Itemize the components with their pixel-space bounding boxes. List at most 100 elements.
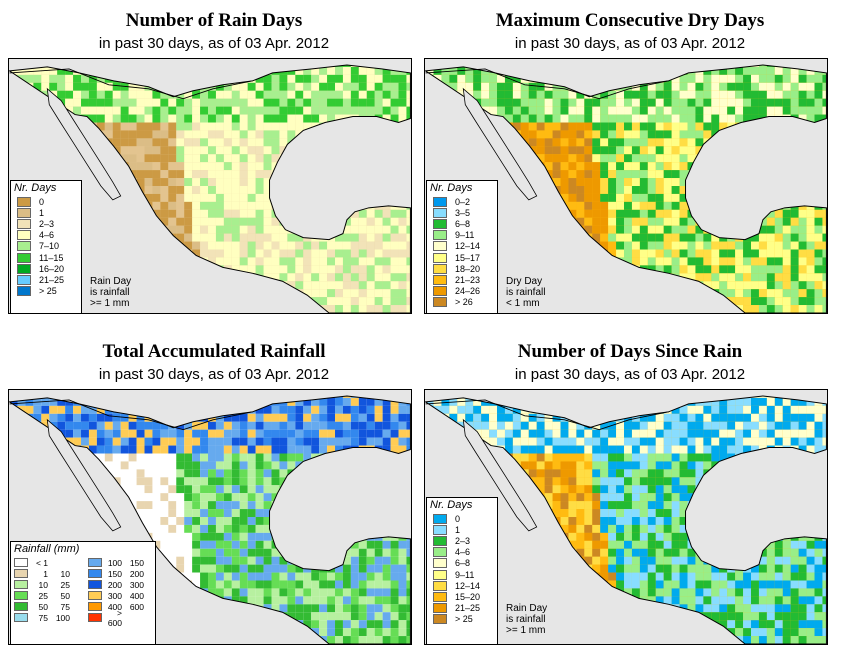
legend-item: > 26 <box>427 297 497 308</box>
legend-item: 3–5 <box>427 207 497 218</box>
legend-swatch <box>433 252 447 263</box>
legend-label: 12–14 <box>455 241 481 252</box>
gulf-of-california <box>462 418 538 532</box>
gulf-of-california <box>462 87 538 201</box>
legend-swatch <box>433 580 447 591</box>
legend-label: 7–10 <box>39 241 60 252</box>
legend-swatch <box>88 580 102 589</box>
legend-low: 150 <box>107 568 122 579</box>
legend-item: 150 200 <box>85 568 155 579</box>
legend-item: 75 100 <box>11 612 81 623</box>
legend-swatch <box>433 513 447 524</box>
legend-high: 600 <box>129 601 144 612</box>
legend-swatch <box>14 569 28 578</box>
legend-item: 12–14 <box>427 580 497 591</box>
legend-item: 25 50 <box>11 590 81 601</box>
legend-item: 15–20 <box>427 591 497 602</box>
legend-low: 50 <box>38 601 48 612</box>
legend-high: 10 <box>60 568 70 579</box>
legend-item: 11–15 <box>11 252 81 263</box>
legend-item: 6–8 <box>427 218 497 229</box>
legend-swatch <box>88 558 102 567</box>
legend-item: 24–26 <box>427 286 497 297</box>
coastline <box>425 395 827 644</box>
panel-title: Number of Days Since Rain <box>517 341 743 362</box>
legend-low: 1 <box>43 568 48 579</box>
coastline <box>9 64 411 313</box>
legend-item: 12–14 <box>427 241 497 252</box>
legend-swatch <box>14 558 28 567</box>
note-line: < 1 mm <box>506 298 540 309</box>
legend-label: 16–20 <box>39 263 65 274</box>
legend-label: 2–3 <box>455 535 471 546</box>
legend-label: 2–3 <box>39 218 55 229</box>
panel-rain-days: Number of Rain Days in past 30 days, as … <box>8 0 420 322</box>
legend-days-since: Nr. Days 0 1 2–3 4–6 6–8 9–11 12–14 15–20 21–25 >… <box>426 497 498 645</box>
legend-item: > 25 <box>11 286 81 297</box>
legend-item: 21–25 <box>427 603 497 614</box>
note-line: is rainfall <box>90 287 130 298</box>
legend-item: > 25 <box>427 614 497 625</box>
legend-item: 10 25 <box>11 579 81 590</box>
us-mexico-border <box>425 399 669 431</box>
legend-swatch <box>88 602 102 611</box>
legend-swatch <box>433 524 447 535</box>
legend-label: 4–6 <box>455 547 471 558</box>
legend-title: Nr. Days <box>430 499 473 511</box>
legend-label: 3–5 <box>455 207 471 218</box>
legend-swatch <box>433 603 447 614</box>
legend-swatch <box>433 297 447 308</box>
legend-swatch <box>433 558 447 569</box>
legend-high: 25 <box>60 579 70 590</box>
legend-item: 400 600 <box>85 601 155 612</box>
legend-item: 21–23 <box>427 274 497 285</box>
legend-low: 400 <box>107 601 122 612</box>
legend-item: 2–3 <box>11 218 81 229</box>
panel-title: Total Accumulated Rainfall <box>102 341 326 362</box>
legend-swatch <box>433 263 447 274</box>
legend-item: 100 150 <box>85 557 155 568</box>
legend-item: 18–20 <box>427 263 497 274</box>
legend-label: 9–11 <box>455 569 475 580</box>
legend-label: 6–8 <box>455 558 471 569</box>
legend-item: < 1 <box>11 557 81 568</box>
legend-swatch <box>17 207 31 218</box>
legend-high: 200 <box>129 568 144 579</box>
legend-label: 4–6 <box>39 230 55 241</box>
legend-swatch <box>17 218 31 229</box>
note-line: >= 1 mm <box>506 625 546 636</box>
legend-low: < 1 <box>35 557 48 568</box>
legend-item: > 600 <box>85 608 155 628</box>
legend-label: 21–25 <box>39 274 65 285</box>
legend-item: 1 10 <box>11 568 81 579</box>
legend-swatch <box>433 196 447 207</box>
legend-swatch <box>14 613 28 622</box>
legend-label: > 25 <box>455 614 473 625</box>
legend-item: 9–11 <box>427 569 497 580</box>
legend-label: 12–14 <box>455 580 481 591</box>
legend-label: 0 <box>455 513 461 524</box>
legend-low: 200 <box>107 579 122 590</box>
legend-item: 2–3 <box>427 535 497 546</box>
us-mexico-border <box>425 68 669 100</box>
legend-item: 21–25 <box>11 274 81 285</box>
note-line: Dry Day <box>506 276 543 287</box>
legend-item: 6–8 <box>427 558 497 569</box>
note-line: >= 1 mm <box>90 298 130 309</box>
legend-title: Nr. Days <box>14 182 57 194</box>
panel-title: Number of Rain Days <box>125 10 303 31</box>
legend-item: 1 <box>427 524 497 535</box>
legend-rainfall: Rainfall (mm) < 1 100 150 1 10 150 200 10 25 200 3… <box>10 541 156 645</box>
legend-swatch <box>433 614 447 625</box>
legend-swatch <box>433 569 447 580</box>
rain-day-note: Rain Day is rainfall >= 1 mm <box>506 603 547 636</box>
legend-item: 1 <box>11 207 81 218</box>
us-mexico-border <box>9 399 253 431</box>
legend-label: 21–23 <box>455 274 481 285</box>
legend-item: 4–6 <box>11 230 81 241</box>
panel-subtitle: in past 30 days, as of 03 Apr. 2012 <box>514 35 746 52</box>
legend-low: 300 <box>107 590 122 601</box>
legend-swatch <box>14 602 28 611</box>
legend-swatch <box>14 580 28 589</box>
rain-day-note: Rain Day is rainfall >= 1 mm <box>90 276 131 309</box>
